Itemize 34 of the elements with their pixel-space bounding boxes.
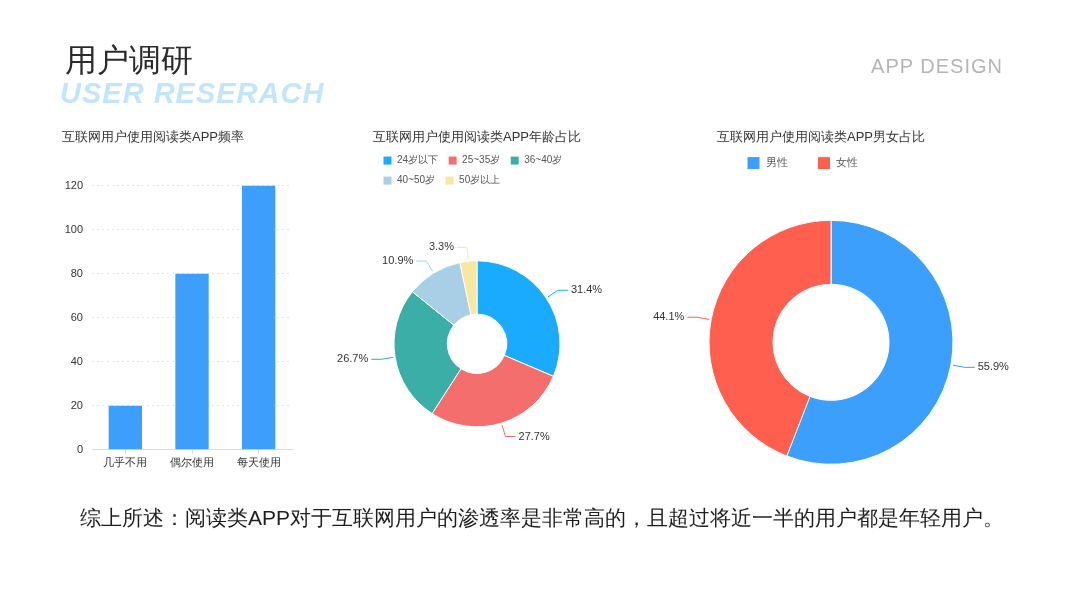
bar (175, 273, 209, 450)
data-label: 55.9% (977, 360, 1010, 373)
legend-label: 24岁以下 (397, 154, 439, 166)
y-tick-label: 0 (76, 442, 83, 455)
legend-label: 36~40岁 (524, 154, 563, 166)
chart-title: 互联网用户使用阅读类APP频率 (62, 129, 245, 145)
y-tick-label: 60 (70, 310, 83, 323)
chart-title: 互联网用户使用阅读类APP年龄占比 (373, 129, 581, 145)
legend-label: 25~35岁 (462, 154, 501, 166)
data-label: 26.7% (337, 352, 369, 365)
legend-label: 女性 (836, 156, 858, 169)
text: 用户调研 (65, 42, 193, 78)
legend-label: 男性 (765, 156, 788, 169)
text: 综上所述：阅读类APP对于互联网用户的渗透率是非常高的，且超过将近一半的用户都是年轻用户。 (80, 505, 1005, 530)
text: APP DESIGN (871, 55, 1003, 77)
x-tick-label: 每天使用 (236, 456, 281, 469)
x-tick-label: 几乎不用 (103, 456, 148, 469)
chart-title: 互联网用户使用阅读类APP男女占比 (717, 129, 926, 145)
text: USER RESERACH (60, 77, 325, 109)
data-label: 31.4% (570, 283, 603, 296)
data-label: 27.7% (518, 429, 550, 442)
data-label: 44.1% (653, 310, 685, 323)
x-tick-label: 偶尔使用 (170, 456, 214, 469)
data-label: 3.3% (428, 240, 455, 253)
legend-label: 50岁以上 (459, 174, 501, 186)
bar (242, 185, 276, 450)
y-tick-label: 20 (70, 398, 83, 411)
y-tick-label: 100 (64, 222, 83, 235)
y-tick-label: 120 (64, 178, 83, 191)
y-tick-label: 40 (70, 354, 83, 367)
legend-label: 40~50岁 (397, 174, 436, 186)
y-tick-label: 80 (70, 266, 83, 279)
data-label: 10.9% (382, 254, 414, 267)
bar (108, 405, 142, 450)
